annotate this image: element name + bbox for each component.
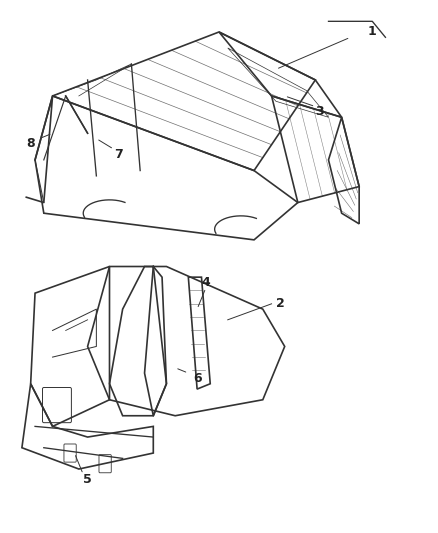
Text: 5: 5 — [83, 473, 92, 486]
Text: 6: 6 — [193, 372, 201, 385]
Text: 3: 3 — [315, 106, 324, 118]
Text: 1: 1 — [368, 26, 377, 38]
Text: 7: 7 — [114, 148, 123, 161]
Text: 4: 4 — [201, 276, 210, 289]
Text: 8: 8 — [26, 138, 35, 150]
Text: 2: 2 — [276, 297, 285, 310]
